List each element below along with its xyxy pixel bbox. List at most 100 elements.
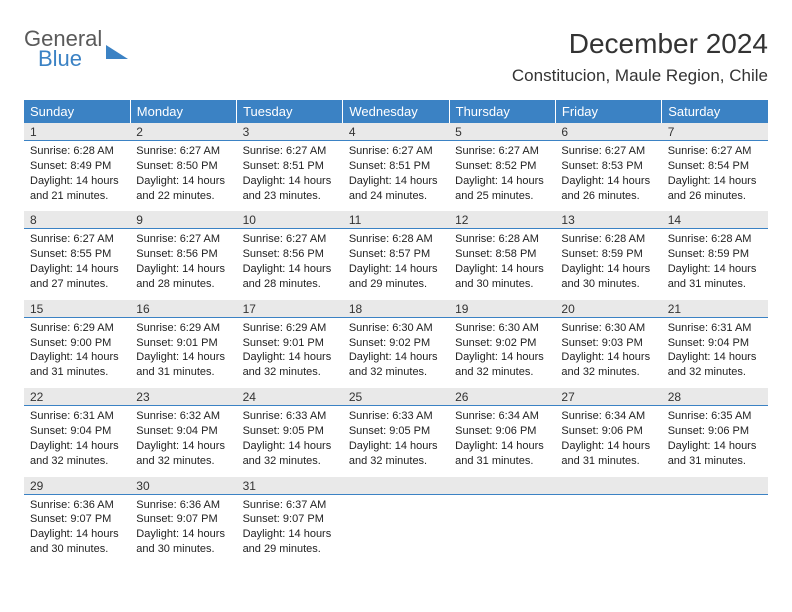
daylight-line: Daylight: 14 hours and 22 minutes.	[136, 175, 225, 202]
sunrise-line: Sunrise: 6:31 AM	[668, 322, 752, 334]
day-number: 30	[130, 477, 236, 494]
sunset-line: Sunset: 8:50 PM	[136, 160, 217, 172]
day-number-cell: 20	[555, 300, 661, 318]
day-number-cell: 31	[237, 477, 343, 495]
day-body-cell: Sunrise: 6:31 AMSunset: 9:04 PMDaylight:…	[662, 317, 768, 388]
daylight-line: Daylight: 14 hours and 30 minutes.	[561, 263, 650, 290]
day-body-cell: Sunrise: 6:27 AMSunset: 8:51 PMDaylight:…	[237, 141, 343, 212]
day-number: 16	[130, 300, 236, 317]
day-number-cell: 22	[24, 388, 130, 406]
day-number: 2	[130, 123, 236, 140]
day-body-cell: Sunrise: 6:27 AMSunset: 8:56 PMDaylight:…	[130, 229, 236, 300]
sunset-line: Sunset: 9:06 PM	[561, 425, 642, 437]
sunrise-line: Sunrise: 6:36 AM	[30, 499, 114, 511]
daylight-line: Daylight: 14 hours and 27 minutes.	[30, 263, 119, 290]
day-number-cell: 17	[237, 300, 343, 318]
sunrise-line: Sunrise: 6:37 AM	[243, 499, 327, 511]
header: General Blue December 2024 Constitucion,…	[24, 28, 768, 86]
day-body-row: Sunrise: 6:29 AM Sunset: 9:00 PM Daylight:…	[24, 317, 768, 388]
day-number: 18	[343, 300, 449, 317]
day-number-cell: 13	[555, 211, 661, 229]
day-number-cell	[343, 477, 449, 495]
day-body-cell: Sunrise: 6:28 AMSunset: 8:59 PMDaylight:…	[555, 229, 661, 300]
sunset-line: Sunset: 9:00 PM	[30, 337, 111, 349]
sunrise-line: Sunrise: 6:27 AM	[243, 233, 327, 245]
day-body-cell: Sunrise: 6:28 AMSunset: 8:57 PMDaylight:…	[343, 229, 449, 300]
sunset-line: Sunset: 9:06 PM	[668, 425, 749, 437]
day-body-cell: Sunrise: 6:28 AMSunset: 8:59 PMDaylight:…	[662, 229, 768, 300]
day-number-row: 891011121314	[24, 211, 768, 229]
sunset-line: Sunset: 9:01 PM	[136, 337, 217, 349]
day-number: 22	[24, 388, 130, 405]
day-body-cell: Sunrise: 6:30 AMSunset: 9:02 PMDaylight:…	[449, 317, 555, 388]
day-number: 11	[343, 211, 449, 228]
weekday-header: Thursday	[449, 100, 555, 123]
daylight-line: Daylight: 14 hours and 31 minutes.	[30, 351, 119, 378]
day-body-cell: Sunrise: 6:28 AMSunset: 8:49 PMDaylight:…	[24, 141, 130, 212]
sunrise-line: Sunrise: 6:29 AM	[30, 322, 114, 334]
sunset-line: Sunset: 9:04 PM	[668, 337, 749, 349]
sunrise-line: Sunrise: 6:30 AM	[561, 322, 645, 334]
sunrise-line: Sunrise: 6:27 AM	[668, 145, 752, 157]
day-number-row: 15161718192021	[24, 300, 768, 318]
weekday-header: Monday	[130, 100, 236, 123]
sunrise-line: Sunrise: 6:30 AM	[455, 322, 539, 334]
sunrise-line: Sunrise: 6:27 AM	[349, 145, 433, 157]
sunrise-line: Sunrise: 6:33 AM	[243, 410, 327, 422]
sunrise-line: Sunrise: 6:27 AM	[30, 233, 114, 245]
day-number-cell: 7	[662, 123, 768, 141]
daylight-line: Daylight: 14 hours and 30 minutes.	[30, 528, 119, 555]
sunset-line: Sunset: 9:05 PM	[349, 425, 430, 437]
day-number: 10	[237, 211, 343, 228]
weekday-header: Wednesday	[343, 100, 449, 123]
day-number: 17	[237, 300, 343, 317]
day-body-cell: Sunrise: 6:35 AMSunset: 9:06 PMDaylight:…	[662, 406, 768, 477]
daylight-line: Daylight: 14 hours and 26 minutes.	[668, 175, 757, 202]
sunset-line: Sunset: 8:49 PM	[30, 160, 111, 172]
daylight-line: Daylight: 14 hours and 32 minutes.	[243, 351, 332, 378]
daylight-line: Daylight: 14 hours and 23 minutes.	[243, 175, 332, 202]
sunrise-line: Sunrise: 6:36 AM	[136, 499, 220, 511]
sunset-line: Sunset: 8:54 PM	[668, 160, 749, 172]
day-number-cell: 1	[24, 123, 130, 141]
sunrise-line: Sunrise: 6:27 AM	[136, 145, 220, 157]
sunrise-line: Sunrise: 6:29 AM	[243, 322, 327, 334]
day-number-cell: 14	[662, 211, 768, 229]
day-number: 20	[555, 300, 661, 317]
day-number-cell: 21	[662, 300, 768, 318]
page-title: December 2024	[512, 28, 768, 60]
daylight-line: Daylight: 14 hours and 31 minutes.	[668, 440, 757, 467]
day-number-cell: 30	[130, 477, 236, 495]
sunrise-line: Sunrise: 6:31 AM	[30, 410, 114, 422]
day-number-cell: 5	[449, 123, 555, 141]
day-number-cell: 12	[449, 211, 555, 229]
day-body-cell: Sunrise: 6:27 AMSunset: 8:52 PMDaylight:…	[449, 141, 555, 212]
day-number-cell: 6	[555, 123, 661, 141]
day-number-row: 22232425262728	[24, 388, 768, 406]
day-body-cell: Sunrise: 6:36 AMSunset: 9:07 PMDaylight:…	[24, 494, 130, 565]
calendar-page: General Blue December 2024 Constitucion,…	[0, 0, 792, 585]
sunset-line: Sunset: 9:05 PM	[243, 425, 324, 437]
sunset-line: Sunset: 9:02 PM	[455, 337, 536, 349]
day-number-cell: 19	[449, 300, 555, 318]
day-body-row: Sunrise: 6:31 AM Sunset: 9:04 PM Daylight:…	[24, 406, 768, 477]
day-number-cell: 29	[24, 477, 130, 495]
day-body-cell: Sunrise: 6:31 AMSunset: 9:04 PMDaylight:…	[24, 406, 130, 477]
day-body-cell: Sunrise: 6:36 AMSunset: 9:07 PMDaylight:…	[130, 494, 236, 565]
day-number-cell	[555, 477, 661, 495]
day-number: 9	[130, 211, 236, 228]
sunrise-line: Sunrise: 6:27 AM	[455, 145, 539, 157]
sunset-line: Sunset: 9:02 PM	[349, 337, 430, 349]
day-number-cell: 27	[555, 388, 661, 406]
sunset-line: Sunset: 8:56 PM	[243, 248, 324, 260]
day-body-cell: Sunrise: 6:29 AMSunset: 9:01 PMDaylight:…	[237, 317, 343, 388]
title-block: December 2024 Constitucion, Maule Region…	[512, 28, 768, 86]
day-body-cell: Sunrise: 6:27 AM Sunset: 8:50 PM Daylight:…	[130, 141, 236, 212]
daylight-line: Daylight: 14 hours and 28 minutes.	[136, 263, 225, 290]
day-number-cell: 8	[24, 211, 130, 229]
day-body-cell: Sunrise: 6:32 AMSunset: 9:04 PMDaylight:…	[130, 406, 236, 477]
day-body-row: Sunrise: 6:28 AMSunset: 8:49 PMDaylight:…	[24, 141, 768, 212]
day-number-cell: 25	[343, 388, 449, 406]
weekday-header: Saturday	[662, 100, 768, 123]
sunset-line: Sunset: 9:04 PM	[136, 425, 217, 437]
